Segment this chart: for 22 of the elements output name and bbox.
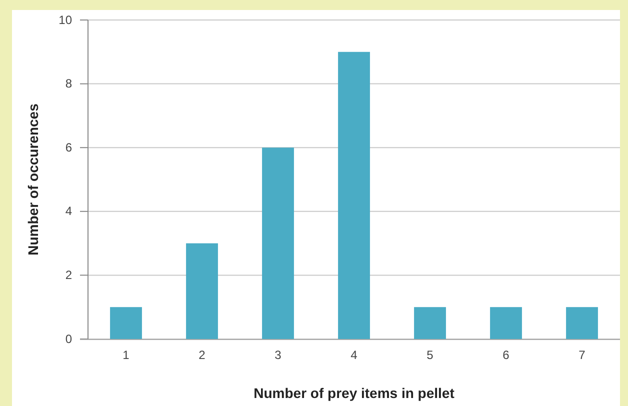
y-tick-label: 0 [65,332,72,346]
y-tick-label: 8 [65,76,72,91]
y-tick-label: 4 [65,204,72,218]
y-tick-label: 6 [65,140,72,154]
bar [262,148,294,339]
x-axis-title: Number of prey items in pellet [254,385,455,401]
x-tick-label: 5 [426,348,434,362]
bar [110,307,142,339]
x-tick-label: 2 [198,348,206,362]
y-tick-label: 10 [58,12,72,27]
bar [414,307,446,339]
bar [490,307,522,339]
y-tick-label: 2 [65,268,72,282]
y-axis-title: Number of occurences [25,103,41,256]
bar [186,243,218,339]
x-tick-label: 6 [502,348,510,362]
x-tick-label: 1 [122,348,130,362]
x-tick-label: 7 [578,348,586,362]
x-tick-label: 4 [350,348,358,362]
bar [338,52,370,339]
bar [566,307,598,339]
x-tick-label: 3 [274,348,282,362]
